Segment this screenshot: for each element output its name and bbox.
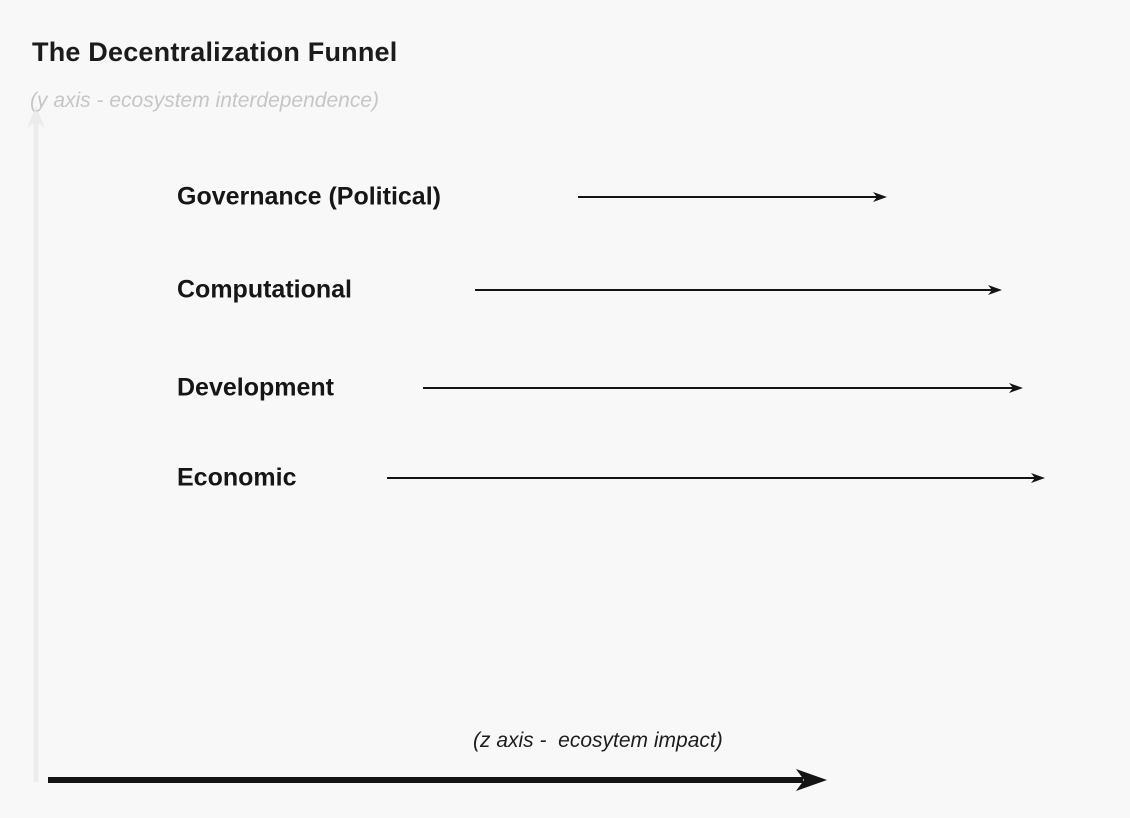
row-arrowhead-icon-economic [1031, 473, 1045, 483]
row-arrowhead-icon-governance-political [873, 192, 887, 202]
z-axis-arrowhead-icon [796, 769, 827, 791]
y-axis-label: (y axis - ecosystem interdependence) [30, 89, 379, 112]
row-arrowhead-icon-computational [988, 285, 1002, 295]
row-arrowhead-icon-development [1009, 383, 1023, 393]
z-axis-label: (z axis - ecosytem impact) [473, 729, 723, 752]
row-label-economic: Economic [177, 463, 297, 492]
row-label-governance-political: Governance (Political) [177, 182, 441, 211]
row-label-computational: Computational [177, 275, 352, 304]
row-label-development: Development [177, 373, 334, 402]
y-axis-arrowhead-icon [27, 106, 45, 128]
page-title: The Decentralization Funnel [32, 37, 398, 67]
